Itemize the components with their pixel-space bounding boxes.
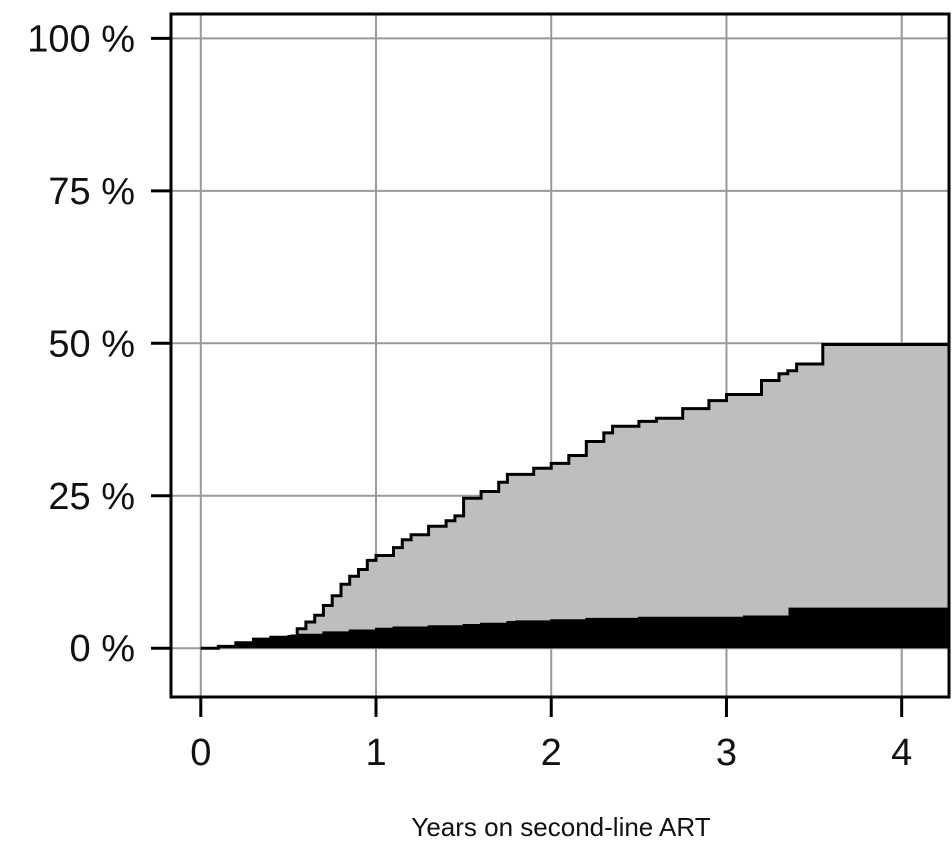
y-tick-label: 50 %	[48, 323, 135, 365]
y-tick-label: 0 %	[70, 628, 135, 670]
x-tick-label: 4	[891, 732, 912, 774]
x-axis: 0 1 2 3 4	[190, 697, 912, 774]
series-2-line	[200, 343, 949, 650]
y-axis: 0 % 25 % 50 % 75 % 100 %	[27, 18, 171, 670]
x-tick-label: 1	[365, 732, 386, 774]
series-1-area	[200, 608, 950, 649]
y-tick-label: 25 %	[48, 476, 135, 518]
x-tick-label: 2	[541, 732, 562, 774]
x-tick-label: 3	[716, 732, 737, 774]
plot-areas	[200, 344, 950, 649]
series-1-line	[200, 607, 949, 650]
x-axis-title: Years on second-line ART	[411, 812, 710, 842]
series-2-area	[200, 344, 950, 649]
plot-lines	[200, 343, 949, 650]
x-tick-label: 0	[190, 732, 211, 774]
y-tick-label: 100 %	[27, 18, 135, 60]
plot-frame	[169, 12, 951, 699]
y-tick-label: 75 %	[48, 171, 135, 213]
